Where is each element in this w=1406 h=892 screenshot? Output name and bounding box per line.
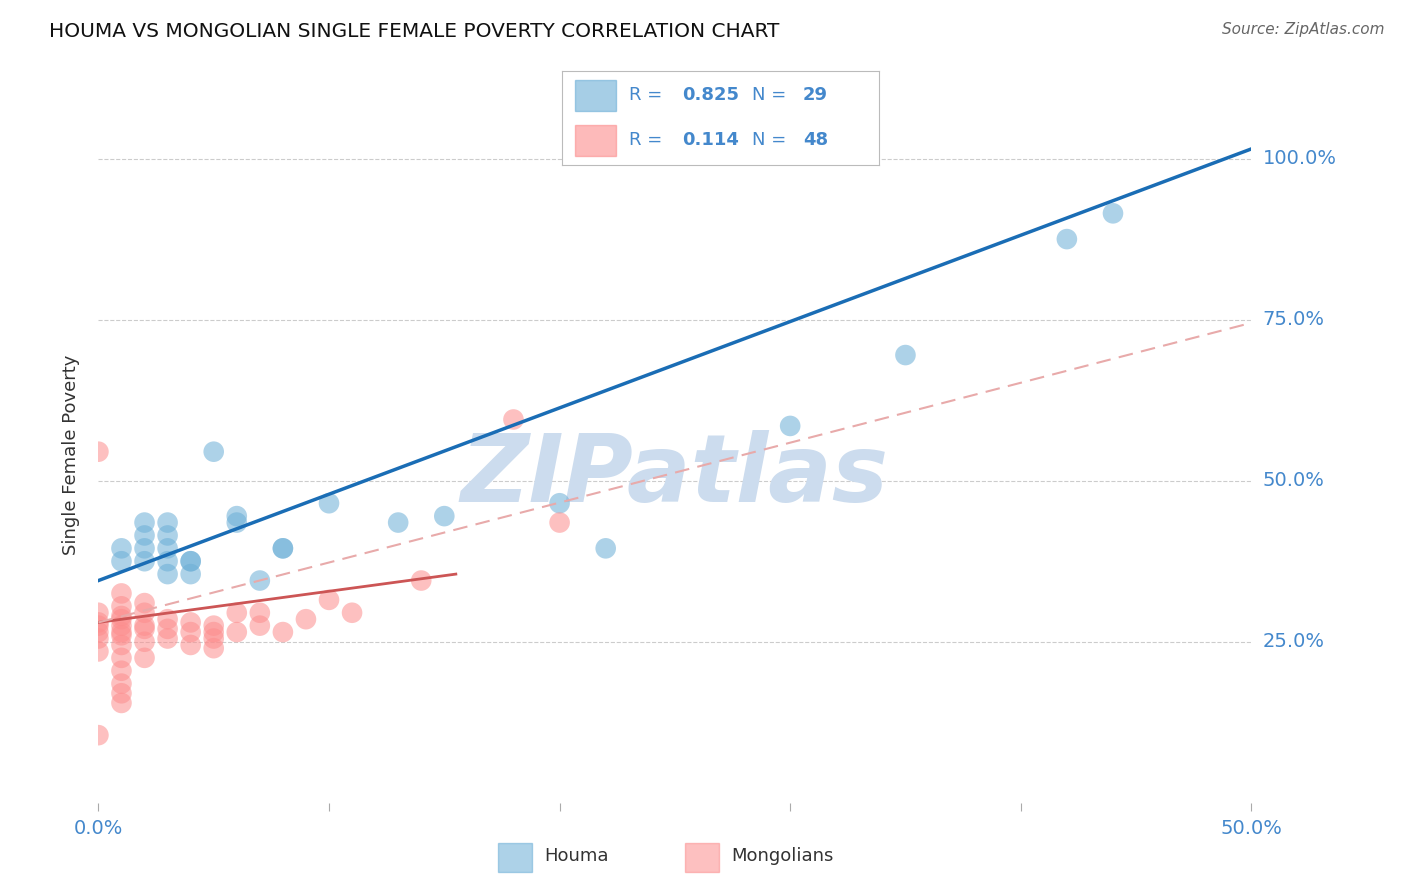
Text: N =: N =	[752, 87, 792, 104]
Point	[894, 348, 917, 362]
Text: 0.114: 0.114	[683, 131, 740, 149]
Point	[134, 622, 156, 636]
Point	[225, 606, 247, 620]
Point	[134, 606, 156, 620]
Point	[318, 592, 340, 607]
Text: HOUMA VS MONGOLIAN SINGLE FEMALE POVERTY CORRELATION CHART: HOUMA VS MONGOLIAN SINGLE FEMALE POVERTY…	[49, 22, 779, 41]
Text: Source: ZipAtlas.com: Source: ZipAtlas.com	[1222, 22, 1385, 37]
Point	[225, 509, 247, 524]
Point	[87, 615, 110, 630]
Point	[110, 628, 132, 642]
Point	[110, 586, 132, 600]
Point	[387, 516, 409, 530]
Point	[271, 541, 294, 556]
Point	[202, 632, 225, 646]
Point	[156, 516, 179, 530]
Point	[87, 606, 110, 620]
Point	[595, 541, 617, 556]
Point	[110, 638, 132, 652]
Text: 48: 48	[803, 131, 828, 149]
Bar	[575, 125, 616, 156]
Point	[779, 419, 801, 434]
Point	[1102, 206, 1125, 220]
Point	[110, 599, 132, 614]
Point	[110, 625, 132, 640]
Text: 29: 29	[803, 87, 828, 104]
Text: 75.0%: 75.0%	[1263, 310, 1324, 329]
Point	[202, 625, 225, 640]
Point	[156, 567, 179, 582]
Point	[180, 554, 202, 568]
Text: N =: N =	[752, 131, 792, 149]
Point	[134, 528, 156, 542]
Point	[1056, 232, 1078, 246]
Point	[110, 609, 132, 624]
Point	[134, 596, 156, 610]
Point	[340, 606, 363, 620]
Point	[156, 622, 179, 636]
Point	[156, 554, 179, 568]
Point	[110, 664, 132, 678]
Point	[134, 554, 156, 568]
Point	[134, 541, 156, 556]
Text: 50.0%: 50.0%	[1263, 471, 1324, 491]
Point	[249, 618, 271, 632]
Point	[110, 686, 132, 700]
Point	[134, 634, 156, 648]
Point	[295, 612, 318, 626]
Bar	[685, 843, 720, 872]
Point	[110, 696, 132, 710]
Point	[548, 496, 571, 510]
Point	[548, 516, 571, 530]
Point	[202, 444, 225, 458]
Bar	[498, 843, 531, 872]
Point	[202, 618, 225, 632]
Point	[87, 728, 110, 742]
Y-axis label: Single Female Poverty: Single Female Poverty	[62, 355, 80, 555]
Text: 0.825: 0.825	[683, 87, 740, 104]
Point	[87, 444, 110, 458]
Text: Houma: Houma	[544, 847, 609, 865]
Point	[110, 554, 132, 568]
Point	[502, 412, 524, 426]
Point	[134, 516, 156, 530]
Point	[271, 541, 294, 556]
Point	[87, 632, 110, 646]
Point	[249, 574, 271, 588]
Point	[156, 612, 179, 626]
Point	[134, 618, 156, 632]
Point	[134, 651, 156, 665]
Point	[180, 638, 202, 652]
Point	[271, 625, 294, 640]
Bar	[575, 79, 616, 111]
Point	[411, 574, 433, 588]
Text: Mongolians: Mongolians	[731, 847, 834, 865]
Point	[180, 567, 202, 582]
Point	[180, 615, 202, 630]
Point	[110, 651, 132, 665]
Point	[156, 632, 179, 646]
Point	[318, 496, 340, 510]
Text: ZIPatlas: ZIPatlas	[461, 430, 889, 522]
Point	[249, 606, 271, 620]
Point	[110, 676, 132, 690]
Point	[110, 541, 132, 556]
Point	[87, 625, 110, 640]
Point	[202, 641, 225, 656]
Point	[87, 644, 110, 658]
Point	[225, 516, 247, 530]
Point	[156, 541, 179, 556]
Point	[180, 554, 202, 568]
Text: 25.0%: 25.0%	[1263, 632, 1324, 651]
Text: 100.0%: 100.0%	[1263, 149, 1337, 168]
Point	[433, 509, 456, 524]
Point	[180, 625, 202, 640]
Point	[110, 618, 132, 632]
Text: R =: R =	[628, 87, 668, 104]
Point	[156, 528, 179, 542]
Point	[110, 612, 132, 626]
Point	[225, 625, 247, 640]
Point	[87, 618, 110, 632]
Text: R =: R =	[628, 131, 673, 149]
